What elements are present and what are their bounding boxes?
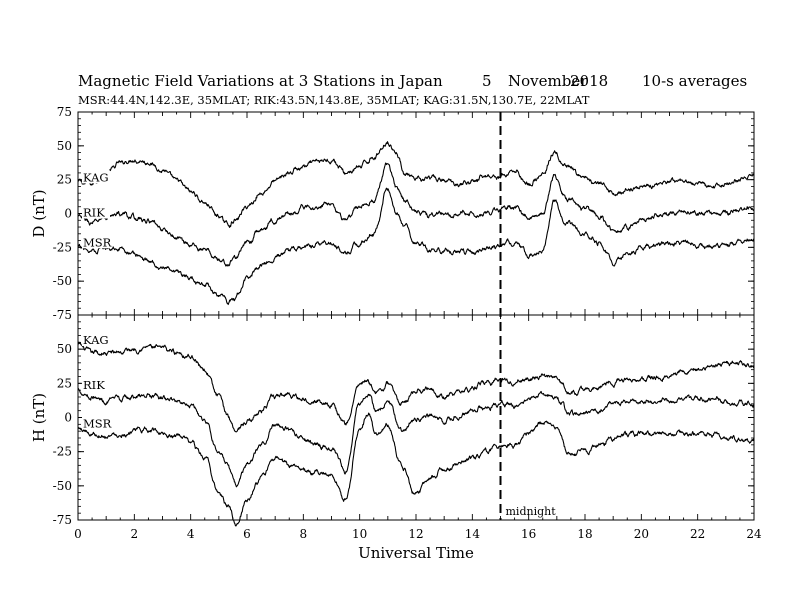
y-axis-label-D: D (nT) bbox=[30, 189, 48, 237]
y-tick-label: -75 bbox=[53, 513, 72, 527]
x-tick-label: 18 bbox=[577, 527, 592, 541]
series-label-rik-H: RIK bbox=[83, 378, 105, 392]
chart-day: 5 bbox=[482, 72, 492, 90]
y-tick-label: 50 bbox=[57, 139, 72, 153]
chart-month: November bbox=[508, 72, 588, 90]
series-label-bg bbox=[82, 235, 110, 249]
y-tick-label: 0 bbox=[64, 207, 72, 221]
y-tick-label: 25 bbox=[57, 376, 72, 390]
y-tick-label: 0 bbox=[64, 411, 72, 425]
plot-frame-H bbox=[77, 314, 755, 521]
plot-frame-D bbox=[77, 111, 755, 316]
y-tick-label: 75 bbox=[57, 105, 72, 119]
y-axis-label-H: H (nT) bbox=[30, 393, 48, 442]
chart-averaging: 10-s averages bbox=[642, 72, 748, 90]
series-label-bg bbox=[82, 205, 110, 219]
series-label-kag-H: KAG bbox=[83, 333, 109, 347]
midnight-annotation: midnight bbox=[506, 505, 557, 518]
station-list: MSR:44.4N,142.3E, 35MLAT; RIK:43.5N,143.… bbox=[78, 93, 590, 107]
series-line-rik-H bbox=[77, 388, 755, 488]
y-tick-label: -25 bbox=[53, 445, 72, 459]
x-tick-label: 12 bbox=[408, 527, 423, 541]
h-component-panel: 50 25 0 -25 -50 -75 H (nT) KAG RIK MSR bbox=[30, 314, 755, 527]
x-tick-label: 2 bbox=[131, 527, 139, 541]
y-tick-label: -50 bbox=[53, 479, 72, 493]
series-label-rik-D: RIK bbox=[83, 206, 105, 220]
d-component-panel: 75 50 25 0 -25 -50 -75 D (nT) KAG RIK MSR bbox=[30, 105, 755, 322]
chart-title: Magnetic Field Variations at 3 Stations … bbox=[78, 72, 443, 90]
series-label-bg bbox=[82, 378, 110, 392]
chart-year: 2018 bbox=[570, 72, 609, 90]
series-label-msr-D: MSR bbox=[83, 235, 112, 249]
x-axis-label: Universal Time bbox=[358, 544, 474, 562]
y-tick-label: 50 bbox=[57, 342, 72, 356]
series-line-msr-D bbox=[77, 187, 755, 306]
x-tick-label: 14 bbox=[465, 527, 481, 541]
series-line-rik-D bbox=[77, 162, 755, 267]
series-line-kag-D bbox=[77, 141, 755, 228]
x-tick-label: 16 bbox=[521, 527, 536, 541]
x-tick-label: 0 bbox=[74, 527, 82, 541]
x-tick-label: 20 bbox=[634, 527, 649, 541]
x-tick-label: 10 bbox=[352, 527, 367, 541]
series-line-kag-H bbox=[77, 341, 755, 433]
x-tick-label: 8 bbox=[300, 527, 308, 541]
y-tick-label: 25 bbox=[57, 173, 72, 187]
series-label-kag-D: KAG bbox=[83, 170, 109, 184]
series-label-bg bbox=[82, 333, 110, 347]
y-tick-label: -25 bbox=[53, 240, 72, 254]
series-label-bg bbox=[82, 416, 110, 430]
x-tick-label: 4 bbox=[187, 527, 195, 541]
y-tick-label: -50 bbox=[53, 274, 72, 288]
x-tick-label: 22 bbox=[690, 527, 705, 541]
x-tick-label: 6 bbox=[243, 527, 251, 541]
series-line-msr-H bbox=[77, 412, 755, 527]
series-label-msr-H: MSR bbox=[83, 416, 112, 430]
x-tick-label: 24 bbox=[746, 527, 762, 541]
y-tick-label: -75 bbox=[53, 308, 72, 322]
series-label-bg bbox=[82, 170, 110, 184]
